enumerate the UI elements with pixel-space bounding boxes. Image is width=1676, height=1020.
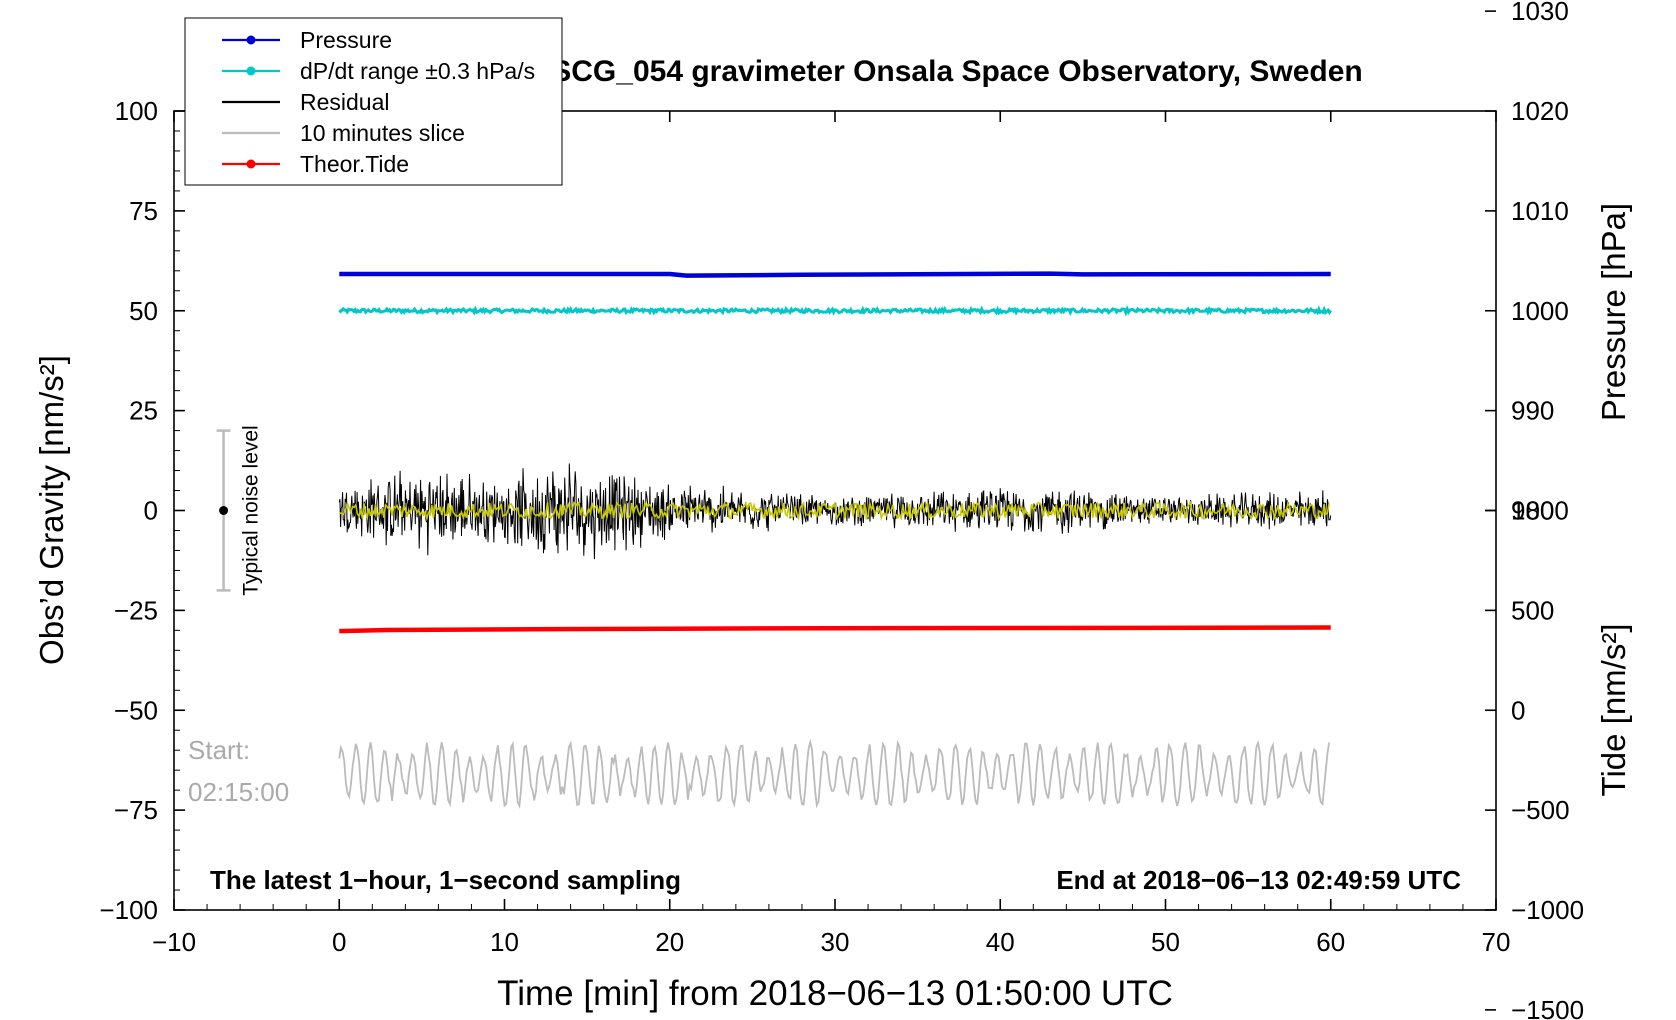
y-tick-label: 75 (129, 196, 158, 226)
pressure-tick-label: 1010 (1511, 196, 1569, 226)
legend-swatch-marker (246, 159, 256, 169)
y-tick-label: −50 (114, 695, 158, 725)
y-tick-label: −100 (99, 895, 158, 925)
pressure-axis: 1030 1020 1010 1000 990 980 (1485, 0, 1569, 526)
x-tick-label: 20 (655, 927, 684, 957)
pressure-tick-label: 1030 (1511, 0, 1569, 26)
tide-tick-label: −1000 (1511, 895, 1584, 925)
tide-line (339, 625, 1331, 634)
x-tick-label: 30 (821, 927, 850, 957)
tide-tick-label: 1000 (1511, 496, 1569, 526)
y-tick-label: 25 (129, 396, 158, 426)
pressure-axis-label: Pressure [hPa] (1595, 203, 1632, 421)
tide-tick-label: −1500 (1511, 995, 1584, 1020)
legend-label: Residual (300, 89, 390, 115)
legend-swatch-marker (246, 35, 256, 45)
tide-tick-label: 0 (1511, 695, 1525, 725)
series-layer (338, 271, 1332, 809)
pressure-tick-label: 980 (1511, 496, 1554, 526)
legend-label: Pressure (300, 27, 392, 53)
y-tick-label: 50 (129, 296, 158, 326)
x-axis: −10 0 10 20 30 40 50 60 70 (152, 111, 1511, 957)
x-axis-label: Time [min] from 2018−06−13 01:50:00 UTC (497, 974, 1173, 1013)
filtered-residual-line (339, 499, 1330, 522)
pressure-tick-label: 1000 (1511, 296, 1569, 326)
legend: Pressure dP/dt range ±0.3 hPa/s Residual 10… (184, 17, 563, 186)
annotation-sampling: The latest 1−hour, 1−second sampling (210, 865, 681, 895)
slice-line (338, 738, 1330, 809)
tide-tick-label: 500 (1511, 595, 1554, 625)
pressure-tick-label: 1020 (1511, 96, 1569, 126)
pressure-line (339, 271, 1331, 278)
y-tick-label: −25 (114, 595, 158, 625)
x-tick-label: 50 (1151, 927, 1180, 957)
dpdt-range-line (338, 305, 1332, 317)
noise-bar-label: Typical noise level (240, 425, 263, 595)
x-tick-label: 0 (332, 927, 346, 957)
residual-line (338, 463, 1332, 560)
slice-start-time: 02:15:00 (188, 777, 289, 807)
pressure-tick-label: 990 (1511, 396, 1554, 426)
x-tick-label: 60 (1316, 927, 1345, 957)
x-tick-label: 40 (986, 927, 1015, 957)
x-tick-label: 70 (1482, 927, 1511, 957)
legend-label: 10 minutes slice (300, 120, 465, 146)
y-axis-left: 100 75 50 25 0 −25 −50 −75 −100 (99, 96, 185, 925)
legend-label: Theor.Tide (300, 151, 409, 177)
slice-start-label: Start: (188, 735, 250, 765)
y-axis-left-label: Obs’d Gravity [nm/s²] (33, 355, 70, 665)
x-tick-label: 10 (490, 927, 519, 957)
tide-axis-label: Tide [nm/s²] (1595, 624, 1632, 797)
chart-title: SCG_054 gravimeter Onsala Space Observat… (551, 55, 1363, 88)
tide-axis: 1000 500 0 −500 −1000 −1500 (1485, 496, 1584, 1020)
x-tick-label: −10 (152, 927, 196, 957)
legend-label: dP/dt range ±0.3 hPa/s (300, 58, 535, 84)
noise-bar-center-dot (219, 506, 229, 515)
y-tick-label: 100 (115, 96, 158, 126)
legend-swatch-marker (246, 66, 256, 76)
annotation-end-time: End at 2018−06−13 02:49:59 UTC (1056, 865, 1461, 895)
y-tick-label: 0 (144, 496, 158, 526)
noise-bar: Typical noise level (216, 425, 263, 596)
tide-tick-label: −500 (1511, 795, 1570, 825)
y-tick-label: −75 (114, 795, 158, 825)
